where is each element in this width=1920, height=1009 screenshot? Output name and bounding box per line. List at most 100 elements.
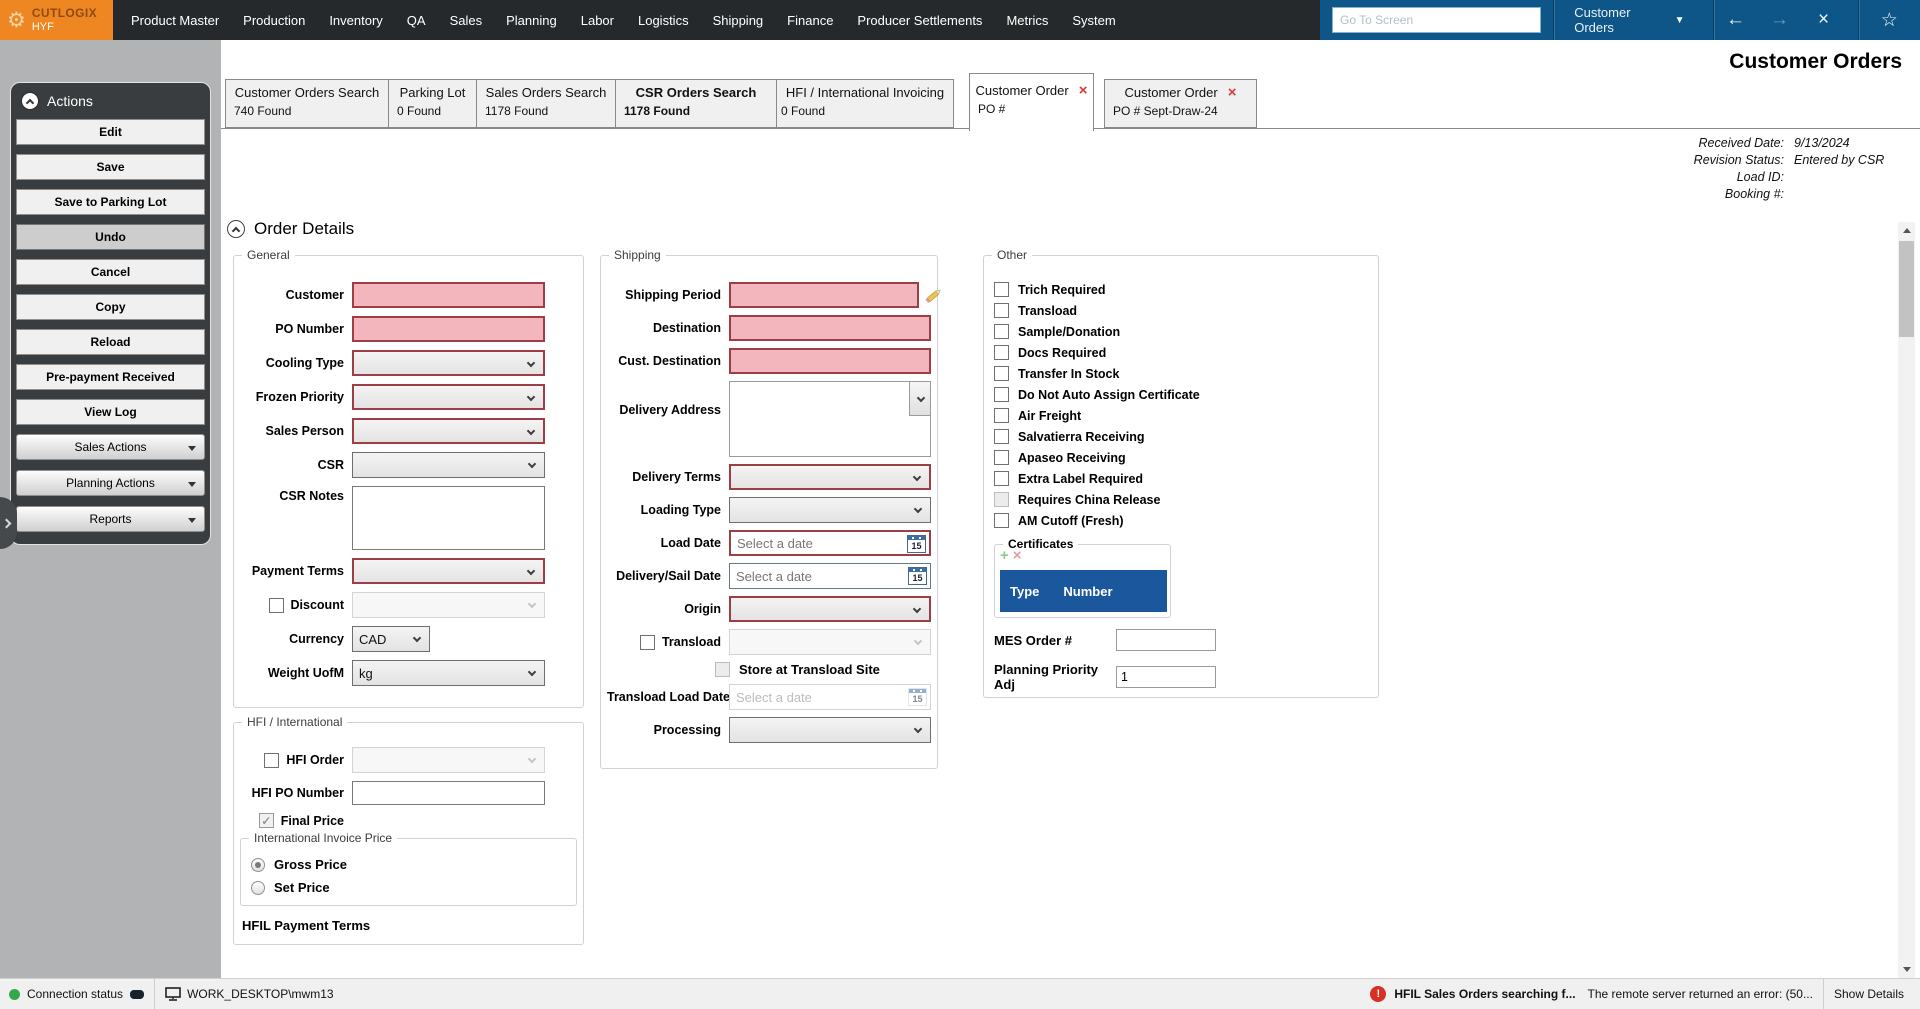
csr-notes-textarea[interactable] [352, 486, 545, 550]
docs-required-checkbox[interactable] [994, 345, 1009, 360]
transload-select [729, 629, 931, 655]
scrollbar-thumb[interactable] [1899, 241, 1914, 337]
hfi-po-number-input[interactable] [352, 781, 545, 805]
salvatierra-receiving-checkbox[interactable] [994, 429, 1009, 444]
tab-sales-orders-search[interactable]: Sales Orders Search 1178 Found [476, 79, 616, 128]
menu-item-planning[interactable]: Planning [494, 0, 569, 40]
menu-item-qa[interactable]: QA [395, 0, 438, 40]
collapse-actions-icon[interactable] [21, 92, 39, 110]
transload-checkbox[interactable] [640, 635, 655, 650]
pencil-icon[interactable] [923, 285, 945, 305]
reload-button[interactable]: Reload [16, 329, 205, 355]
gross-price-radio[interactable] [251, 858, 265, 872]
tab-csr-orders-search[interactable]: CSR Orders Search 1178 Found [615, 79, 777, 128]
payment-terms-select[interactable] [352, 558, 545, 584]
scroll-down-button[interactable] [1898, 961, 1915, 978]
certificates-group: Certificates + × Type Number [994, 544, 1171, 618]
delivery-terms-select[interactable] [729, 464, 931, 490]
tab-close-icon[interactable]: × [1228, 85, 1237, 100]
sample-donation-checkbox[interactable] [994, 324, 1009, 339]
planning-actions-menu-button[interactable]: Planning Actions [16, 470, 205, 496]
brand-block: CUTLOGIX HYF [32, 7, 97, 33]
certificates-table-header: Type Number [1000, 570, 1167, 612]
menu-item-labor[interactable]: Labor [569, 0, 626, 40]
tab-close-icon[interactable]: × [1079, 83, 1088, 98]
menu-item-sales[interactable]: Sales [438, 0, 495, 40]
undo-button[interactable]: Undo [16, 224, 205, 250]
cancel-button[interactable]: Cancel [16, 259, 205, 285]
tab-hfi-international-invoicing[interactable]: HFI / International Invoicing 0 Found [776, 79, 954, 128]
transfer-in-stock-label: Transfer In Stock [1018, 367, 1119, 381]
trich-required-checkbox[interactable] [994, 282, 1009, 297]
menu-item-production[interactable]: Production [231, 0, 317, 40]
scroll-up-button[interactable] [1898, 222, 1915, 239]
hfi-order-checkbox[interactable] [264, 753, 279, 768]
menu-item-logistics[interactable]: Logistics [626, 0, 701, 40]
delivery-address-combo[interactable] [729, 381, 931, 457]
menu-item-system[interactable]: System [1060, 0, 1127, 40]
currency-select[interactable]: CAD [352, 626, 430, 652]
back-button[interactable]: ← [1714, 9, 1758, 31]
tab-customer-orders-search[interactable]: Customer Orders Search 740 Found [225, 79, 389, 128]
planning-priority-adj-input[interactable] [1116, 666, 1216, 688]
menu-item-shipping[interactable]: Shipping [701, 0, 776, 40]
pre-payment-received-button[interactable]: Pre-payment Received [16, 364, 205, 390]
copy-button[interactable]: Copy [16, 294, 205, 320]
calendar-icon[interactable]: 15 [907, 535, 926, 553]
load-date-picker[interactable]: Select a date 15 [729, 530, 931, 556]
cust-destination-input[interactable] [729, 348, 931, 374]
apaseo-receiving-checkbox[interactable] [994, 450, 1009, 465]
vertical-scrollbar[interactable] [1898, 222, 1915, 978]
divider [1823, 979, 1824, 1009]
do-not-auto-assign-certificate-checkbox[interactable] [994, 387, 1009, 402]
delivery-sail-date-picker[interactable]: Select a date 15 [729, 563, 931, 589]
transfer-in-stock-checkbox[interactable] [994, 366, 1009, 381]
menu-item-inventory[interactable]: Inventory [317, 0, 394, 40]
go-to-screen-input[interactable] [1332, 7, 1541, 33]
am-cutoff-fresh-checkbox[interactable] [994, 513, 1009, 528]
screen-selector-label: Customer Orders [1574, 5, 1658, 35]
view-log-button[interactable]: View Log [16, 399, 205, 425]
final-price-checkbox[interactable]: ✓ [259, 813, 274, 828]
discount-checkbox[interactable] [269, 598, 284, 613]
tab-customer-order-sept-draw[interactable]: Customer Order× PO # Sept-Draw-24 [1104, 79, 1257, 128]
frozen-priority-select[interactable] [352, 384, 545, 410]
collapse-order-details-icon[interactable] [227, 220, 245, 238]
customer-input[interactable] [352, 282, 545, 308]
destination-input[interactable] [729, 315, 931, 341]
calendar-icon: 15 [908, 688, 927, 706]
sales-person-select[interactable] [352, 418, 545, 444]
save-button[interactable]: Save [16, 154, 205, 180]
close-screen-button[interactable]: × [1802, 9, 1846, 31]
favorite-star-icon[interactable]: ☆ [1859, 9, 1920, 32]
origin-select[interactable] [729, 596, 931, 622]
po-number-input[interactable] [352, 316, 545, 342]
shipping-period-input[interactable] [729, 282, 919, 308]
menu-item-producer-settlements[interactable]: Producer Settlements [845, 0, 994, 40]
delivery-address-dropdown-button[interactable] [909, 382, 930, 416]
menu-item-product-master[interactable]: Product Master [119, 0, 231, 40]
set-price-radio[interactable] [251, 881, 265, 895]
edit-button[interactable]: Edit [16, 119, 205, 145]
cooling-type-select[interactable] [352, 350, 545, 376]
screen-selector-dropdown[interactable]: Customer Orders ▼ [1554, 5, 1700, 35]
calendar-icon[interactable]: 15 [908, 567, 927, 585]
tab-subtitle: 1178 Found [485, 104, 607, 118]
tab-parking-lot[interactable]: Parking Lot 0 Found [388, 79, 477, 128]
save-to-parking-lot-button[interactable]: Save to Parking Lot [16, 189, 205, 215]
weight-uofm-select[interactable]: kg [352, 660, 545, 686]
reports-menu-button[interactable]: Reports [16, 506, 205, 532]
tab-customer-order-active[interactable]: Customer Order× PO # [969, 73, 1094, 131]
extra-label-required-checkbox[interactable] [994, 471, 1009, 486]
menu-item-finance[interactable]: Finance [775, 0, 845, 40]
air-freight-checkbox[interactable] [994, 408, 1009, 423]
menu-item-metrics[interactable]: Metrics [994, 0, 1060, 40]
loading-type-select[interactable] [729, 497, 931, 523]
mes-order-input[interactable] [1116, 629, 1216, 651]
forward-button[interactable]: → [1758, 9, 1802, 31]
sales-actions-menu-button[interactable]: Sales Actions [16, 434, 205, 460]
processing-select[interactable] [729, 717, 931, 743]
show-details-button[interactable]: Show Details [1834, 987, 1904, 1001]
transload-other-checkbox[interactable] [994, 303, 1009, 318]
csr-select[interactable] [352, 452, 545, 478]
